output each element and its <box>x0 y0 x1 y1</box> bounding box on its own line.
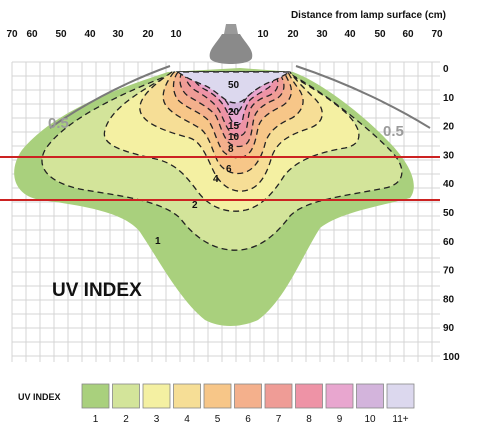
top-tick-label: 60 <box>26 29 38 40</box>
lamp-base <box>224 24 238 34</box>
top-tick-label: 60 <box>402 29 414 40</box>
right-tick-label: 60 <box>443 237 455 248</box>
contour-label-15: 15 <box>228 121 240 132</box>
uv-contour-regions <box>14 68 414 326</box>
top-tick-label: 70 <box>6 29 18 40</box>
legend: UV INDEX 1 2 3 4 5 6 7 8 9 10 11+ <box>18 383 415 425</box>
legend-title: UV INDEX <box>18 392 61 402</box>
right-tick-label: 70 <box>443 266 455 277</box>
beam-line-right <box>295 65 431 129</box>
right-tick-label: 80 <box>443 294 455 305</box>
legend-label: 3 <box>154 414 160 425</box>
top-tick-label: 10 <box>170 29 182 40</box>
legend-label: 11+ <box>392 414 408 425</box>
right-tick-label: 20 <box>443 122 455 133</box>
lamp <box>209 24 253 64</box>
contour-label-20: 20 <box>228 107 240 118</box>
axis-title: Distance from lamp surface (cm) <box>291 10 446 21</box>
legend-swatch <box>234 383 262 409</box>
uv-index-label: UV INDEX <box>52 280 142 301</box>
legend-swatch <box>173 383 201 409</box>
region-uv-11-plus <box>176 71 291 104</box>
top-tick-label: 50 <box>55 29 67 40</box>
reference-lines <box>0 156 440 201</box>
right-tick-label: 90 <box>443 323 455 334</box>
legend-swatch <box>386 383 415 409</box>
top-tick-label: 40 <box>84 29 96 40</box>
contour-label-2: 2 <box>192 200 198 211</box>
top-tick-label: 50 <box>374 29 386 40</box>
contour-labels: 50 20 15 10 8 6 4 2 1 <box>155 80 240 247</box>
legend-label: 2 <box>123 414 129 425</box>
top-tick-label: 30 <box>316 29 328 40</box>
legend-swatch <box>81 383 110 409</box>
top-tick-label: 20 <box>287 29 299 40</box>
legend-label: 5 <box>215 414 221 425</box>
right-tick-label: 10 <box>443 93 455 104</box>
lamp-bulb <box>209 34 253 64</box>
contour-label-4: 4 <box>213 174 219 185</box>
right-axis-ticks: 0 10 20 30 40 50 60 70 80 90 100 <box>443 64 460 363</box>
legend-label: 6 <box>245 414 251 425</box>
top-tick-label: 30 <box>112 29 124 40</box>
contour-label-1: 1 <box>155 236 161 247</box>
legend-swatch <box>295 383 323 409</box>
legend-swatch <box>203 383 232 409</box>
top-tick-label: 70 <box>431 29 443 40</box>
legend-label: 1 <box>93 414 99 425</box>
right-tick-label: 100 <box>443 352 460 363</box>
top-tick-label: 20 <box>142 29 154 40</box>
top-tick-label: 40 <box>344 29 356 40</box>
legend-swatch <box>356 383 384 409</box>
legend-label: 7 <box>276 414 282 425</box>
legend-swatch <box>264 383 293 409</box>
beam-line-left <box>49 65 171 129</box>
legend-label: 8 <box>306 414 312 425</box>
legend-label: 9 <box>337 414 343 425</box>
top-tick-label: 10 <box>257 29 269 40</box>
beam-lines <box>49 65 431 129</box>
contour-label-8: 8 <box>228 144 234 155</box>
right-tick-label: 50 <box>443 208 455 219</box>
legend-items: 1 2 3 4 5 6 7 8 9 10 11+ <box>81 383 415 425</box>
contour-label-0-5-right: 0.5 <box>383 123 404 140</box>
contour-label-50: 50 <box>228 80 240 91</box>
right-tick-label: 0 <box>443 64 449 75</box>
contour-label-0-5-left: 0.5 <box>48 115 69 132</box>
legend-label: 4 <box>184 414 190 425</box>
legend-swatch <box>142 383 171 409</box>
legend-swatch <box>325 383 354 409</box>
legend-swatch <box>112 383 140 409</box>
right-tick-label: 30 <box>443 150 455 161</box>
right-tick-label: 40 <box>443 179 455 190</box>
contour-label-10: 10 <box>228 132 240 143</box>
legend-label: 10 <box>364 414 376 425</box>
contour-label-6: 6 <box>226 164 232 175</box>
top-axis-ticks: 70 60 50 40 30 20 10 10 20 30 40 50 60 70 <box>6 29 443 40</box>
